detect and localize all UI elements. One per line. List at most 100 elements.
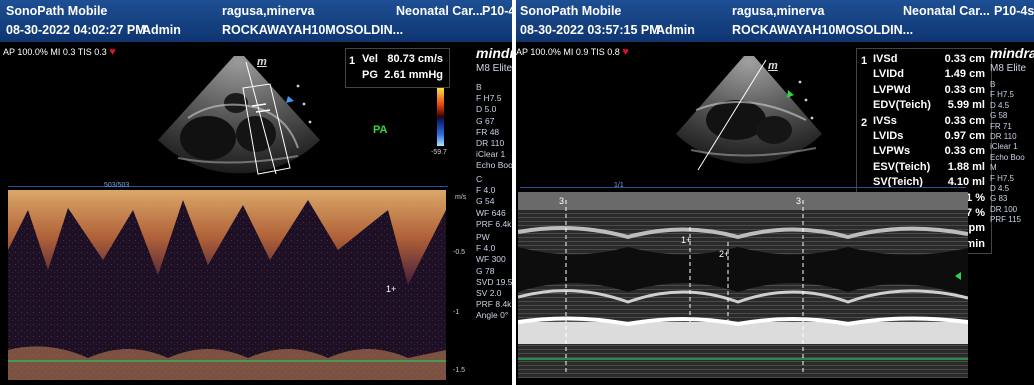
- frame-counter: 503/503: [104, 182, 130, 189]
- measurement-group-index: 1: [861, 55, 868, 67]
- patient-name: ragusa,minerva: [732, 4, 825, 18]
- param-line: iClear 1: [476, 149, 506, 160]
- param-line: F 4.0: [476, 243, 496, 254]
- app-title: SonoPath Mobile: [6, 4, 108, 18]
- param-line: M: [990, 163, 997, 173]
- heart-icon: ♥: [109, 46, 116, 58]
- param-line: G 67: [476, 115, 495, 126]
- caliper-marker[interactable]: 2+: [719, 249, 730, 259]
- doppler-screen: SonoPath Mobile ragusa,minerva Neonatal …: [0, 0, 512, 385]
- probe-name: P10-4s: [994, 4, 1034, 18]
- param-line: WF 300: [476, 254, 506, 265]
- param-line: PRF 8.4k: [476, 299, 512, 310]
- sector-marker: m: [257, 56, 267, 68]
- param-line: F H7.5: [476, 93, 502, 104]
- param-line: DR 110: [990, 132, 1017, 142]
- velocity-tick: -1.5: [453, 367, 466, 374]
- measurement-label: LVPWs: [873, 145, 911, 158]
- sector-marker: m: [768, 60, 778, 72]
- colorbar-min: -59.7: [431, 149, 447, 156]
- param-line: G 54: [476, 196, 495, 207]
- b-mode-params: B F H7.5 D 5.0 G 67 FR 48 DR 110 iClear …: [476, 82, 512, 172]
- param-line: D 5.0: [476, 104, 497, 115]
- pg-value: 2.61 mmHg: [384, 69, 443, 81]
- 2d-sector-image: [666, 50, 836, 180]
- color-params: C F 4.0 G 54 WF 646 PRF 6.4k: [476, 174, 511, 230]
- operator: Admin: [142, 23, 181, 37]
- exam-datetime: 08-30-2022 03:57:15 PM: [520, 23, 660, 37]
- hr-caliper-marker[interactable]: 3: [796, 196, 802, 206]
- param-line: FR 71: [990, 121, 1012, 131]
- time-scale-bar: [520, 187, 966, 188]
- measurement-value: 0.33 cm: [944, 83, 985, 96]
- velocity-measurement-box: 1 Vel 80.73 cm/s PG 2.61 mmHg: [345, 48, 450, 88]
- measurement-value: 4.10 ml: [947, 176, 985, 189]
- operator: Admin: [656, 23, 695, 37]
- measurement-index: 1: [349, 55, 356, 67]
- measurement-label: SV(Teich): [873, 176, 923, 189]
- measurement-label: EDV(Teich): [873, 99, 931, 112]
- param-line: SVD 19.5: [476, 276, 512, 287]
- param-line: Echo Boo: [990, 152, 1025, 162]
- clinic-name: ROCKAWAYAH10MOSOLDIN...: [732, 23, 914, 37]
- patient-name: ragusa,minerva: [222, 4, 315, 18]
- frame-counter: 1/1: [614, 182, 624, 189]
- model-name: M8 Elite: [476, 63, 512, 74]
- model-name: M8 Elite: [990, 63, 1027, 74]
- param-line: Echo Boo: [476, 160, 512, 171]
- vel-value: 80.73 cm/s: [387, 53, 443, 65]
- measurement-value: 0.33 cm: [944, 145, 985, 158]
- measurement-value: 1.88 ml: [947, 160, 985, 173]
- left-header: SonoPath Mobile ragusa,minerva Neonatal …: [0, 0, 512, 42]
- param-line: WF 646: [476, 207, 506, 218]
- measurement-label: LVIDd: [873, 68, 904, 81]
- m-mode-trace: [518, 192, 968, 378]
- param-line: FR 48: [476, 126, 500, 137]
- acoustic-indices: AP 100.0% MI 0.9 TIS 0.8 ♥: [516, 46, 629, 58]
- velocity-unit: m/s: [455, 194, 467, 201]
- measurement-value: 1.49 cm: [944, 68, 985, 81]
- param-line: D 4.5: [990, 100, 1010, 110]
- param-line: G 78: [476, 265, 495, 276]
- caliper-marker[interactable]: 1+: [386, 284, 397, 294]
- hr-caliper-marker[interactable]: 3: [559, 196, 565, 206]
- pa-label: PA: [373, 124, 388, 136]
- param-line: B: [476, 82, 482, 92]
- m-mode-screen: SonoPath Mobile ragusa,minerva Neonatal …: [516, 0, 1034, 385]
- param-line: iClear 1: [990, 142, 1018, 152]
- param-line: PRF 115: [990, 215, 1021, 225]
- param-line: F H7.5: [990, 173, 1015, 183]
- measurement-label: LVIDs: [873, 130, 904, 142]
- caliper-marker[interactable]: 1+: [681, 235, 692, 245]
- measurement-group-index: 2: [861, 116, 868, 129]
- acoustic-indices: AP 100.0% MI 0.3 TIS 0.3 ♥: [3, 46, 116, 58]
- study-type: Neonatal Car...: [396, 4, 483, 18]
- param-line: D 4.5: [990, 184, 1010, 194]
- param-line: G 58: [990, 111, 1008, 121]
- 2d-sector-image: [148, 48, 338, 193]
- exam-datetime: 08-30-2022 04:02:27 PM: [6, 23, 146, 37]
- vel-label: Vel: [362, 53, 378, 65]
- param-line: PRF 6.4k: [476, 218, 512, 229]
- measurement-value: 0.97 cm: [944, 130, 985, 142]
- measurement-label: IVSd: [873, 53, 898, 65]
- app-title: SonoPath Mobile: [520, 4, 622, 18]
- right-header: SonoPath Mobile ragusa,minerva Neonatal …: [516, 0, 1034, 42]
- mindray-logo: mindray: [476, 45, 512, 61]
- measurement-label: IVSs: [873, 114, 897, 127]
- param-line: Angle 0°: [476, 310, 509, 321]
- param-line: F 4.0: [476, 185, 496, 196]
- velocity-tick: -1: [453, 309, 460, 316]
- probe-name: P10-4s: [482, 4, 512, 18]
- pg-label: PG: [362, 69, 378, 81]
- measurement-label: ESV(Teich): [873, 160, 931, 173]
- param-line: G 83: [990, 194, 1008, 204]
- param-line: DR 100: [990, 204, 1018, 214]
- pw-params: PW F 4.0 WF 300 G 78 SVD 19.5 SV 2.0 PRF…: [476, 232, 512, 322]
- measurement-value: 5.99 ml: [947, 99, 985, 112]
- param-line: F H7.5: [990, 90, 1015, 100]
- study-type: Neonatal Car...: [903, 4, 990, 18]
- color-velocity-bar: [437, 88, 444, 146]
- measurement-value: 0.33 cm: [944, 114, 985, 127]
